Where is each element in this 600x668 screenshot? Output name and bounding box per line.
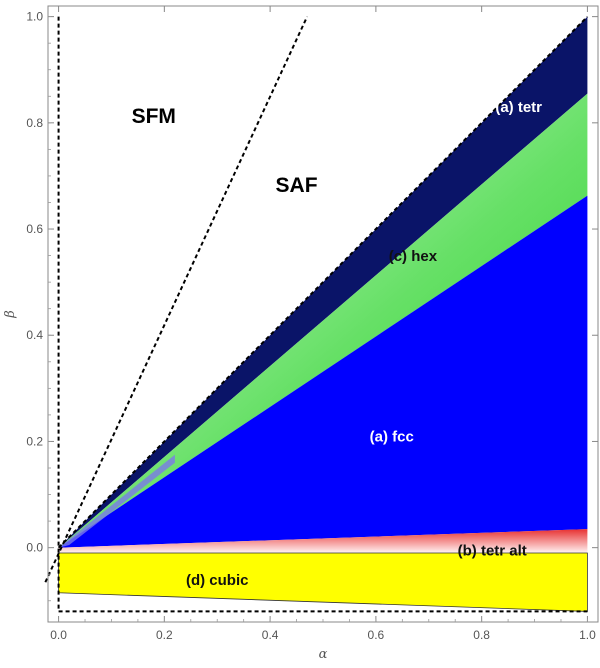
diagonal-boundary-line: [57, 15, 589, 549]
region-label-a-fcc: (a) fcc: [370, 428, 414, 445]
y-tick-label: 1.0: [26, 10, 43, 24]
x-tick-label: 0.8: [473, 628, 490, 642]
y-tick-label: 0.6: [26, 222, 43, 236]
y-axis-label: β: [3, 310, 18, 319]
boundary-lines-layer: [44, 15, 589, 613]
region-label-c-hex: (c) hex: [389, 248, 438, 265]
region-transition-wedge: [58, 454, 175, 548]
y-tick-label: 0.2: [26, 434, 43, 448]
plot-area: 0.0 0.2 0.4 0.6 0.8 1.0 0.0 0.2 0.4 0.6 0.8 1.0 (a)…: [26, 5, 599, 642]
y-tick-label: 0.4: [26, 328, 43, 342]
region-d-cubic: [58, 552, 588, 612]
x-axis-label: α: [319, 647, 328, 662]
region-b-tetr-alt: [58, 529, 588, 553]
x-tick-label: 0.6: [368, 628, 385, 642]
x-tick-label: 1.0: [579, 628, 596, 642]
x-tick-label: 0.2: [156, 628, 173, 642]
steep-boundary-line: [44, 16, 309, 583]
x-tick-label: 0.4: [262, 628, 279, 642]
region-a-fcc: [58, 195, 588, 548]
region-label-b-tetr-alt: (b) tetr alt: [458, 543, 527, 560]
y-tick-label: 0.8: [26, 116, 43, 130]
region-c-hex: [58, 93, 588, 548]
x-tick-label: 0.0: [50, 628, 67, 642]
region-label-saf: SAF: [276, 174, 318, 197]
region-label-a-tetr: (a) tetr: [495, 99, 542, 116]
region-label-d-cubic: (d) cubic: [186, 572, 249, 589]
region-label-sfm: SFM: [132, 105, 176, 128]
ticks-layer: 0.0 0.2 0.4 0.6 0.8 1.0 0.0 0.2 0.4 0.6 0.8 1.0: [26, 6, 598, 642]
y-tick-label: 0.0: [26, 541, 43, 555]
labels-layer: (a) tetr (c) hex (a) fcc (b) tetr alt (d) cu…: [132, 99, 543, 589]
